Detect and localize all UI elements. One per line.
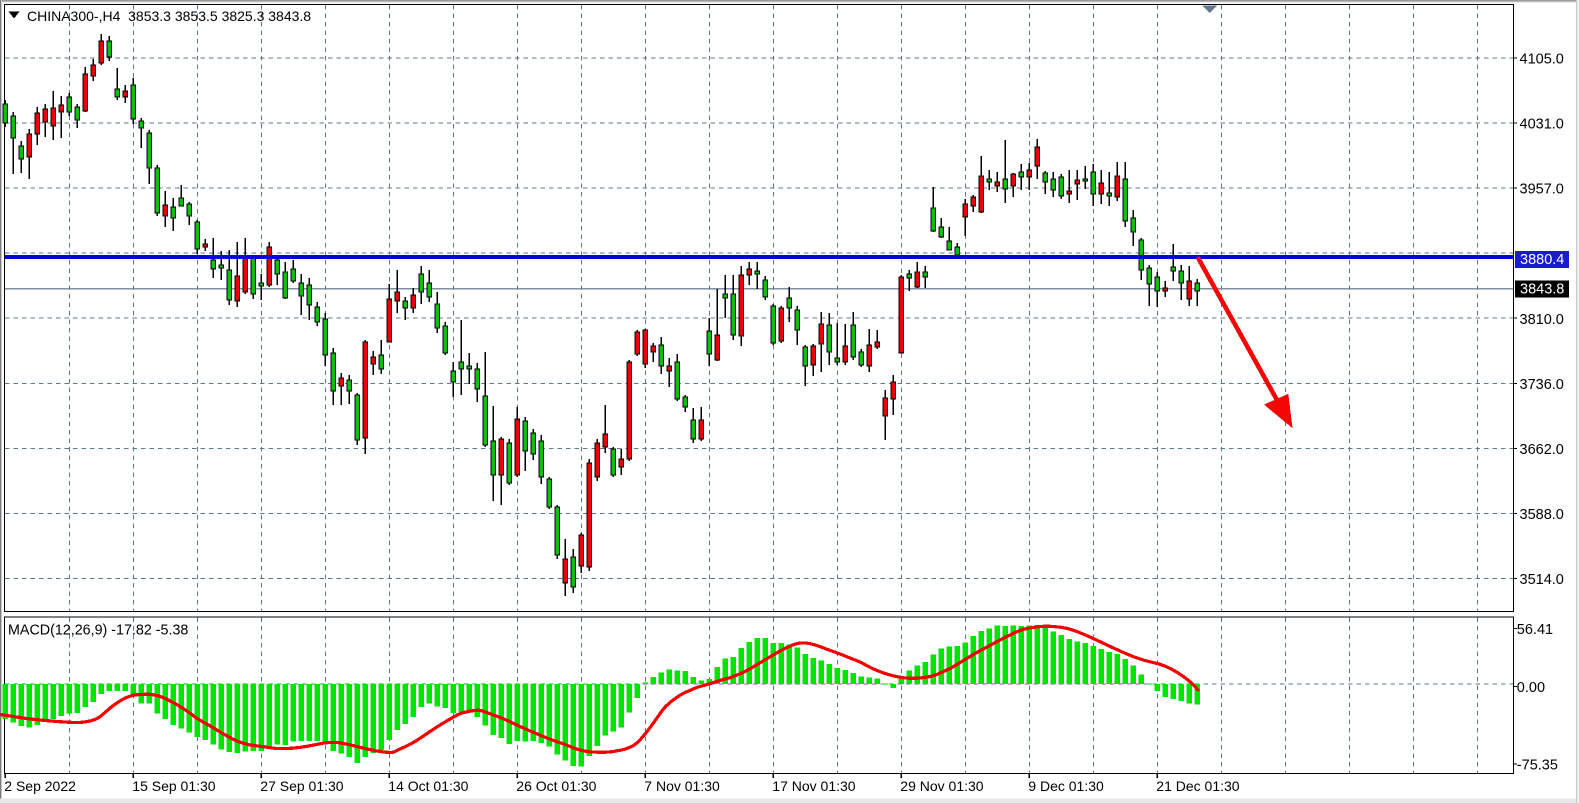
svg-text:2 Sep 2022: 2 Sep 2022: [4, 778, 76, 794]
svg-text:7 Nov 01:30: 7 Nov 01:30: [644, 778, 720, 794]
svg-text:3662.0: 3662.0: [1520, 442, 1564, 458]
svg-text:3514.0: 3514.0: [1520, 572, 1564, 588]
svg-text:3736.0: 3736.0: [1520, 377, 1564, 393]
svg-text:15 Sep 01:30: 15 Sep 01:30: [132, 778, 216, 794]
svg-text:CHINA300-,H4 3853.3 3853.5 38: CHINA300-,H4 3853.3 3853.5 3825.3 3843.8: [27, 8, 311, 24]
svg-text:3843.8: 3843.8: [1520, 282, 1564, 298]
svg-text:27 Sep 01:30: 27 Sep 01:30: [260, 778, 344, 794]
svg-text:26 Oct 01:30: 26 Oct 01:30: [516, 778, 596, 794]
svg-text:14 Oct 01:30: 14 Oct 01:30: [388, 778, 468, 794]
svg-text:0.00: 0.00: [1517, 680, 1545, 696]
svg-text:3588.0: 3588.0: [1520, 507, 1564, 523]
svg-text:17 Nov 01:30: 17 Nov 01:30: [772, 778, 855, 794]
svg-text:4031.0: 4031.0: [1520, 117, 1564, 133]
svg-text:9 Dec 01:30: 9 Dec 01:30: [1028, 778, 1104, 794]
svg-text:-75.35: -75.35: [1517, 758, 1558, 774]
svg-text:3810.0: 3810.0: [1520, 312, 1564, 328]
svg-text:21 Dec 01:30: 21 Dec 01:30: [1156, 778, 1239, 794]
svg-text:4105.0: 4105.0: [1520, 52, 1564, 68]
svg-text:3957.0: 3957.0: [1520, 182, 1564, 198]
svg-text:29 Nov 01:30: 29 Nov 01:30: [900, 778, 983, 794]
svg-text:3880.4: 3880.4: [1520, 252, 1564, 268]
svg-text:56.41: 56.41: [1517, 622, 1553, 638]
svg-text:MACD(12,26,9) -17.82 -5.38: MACD(12,26,9) -17.82 -5.38: [8, 623, 188, 639]
